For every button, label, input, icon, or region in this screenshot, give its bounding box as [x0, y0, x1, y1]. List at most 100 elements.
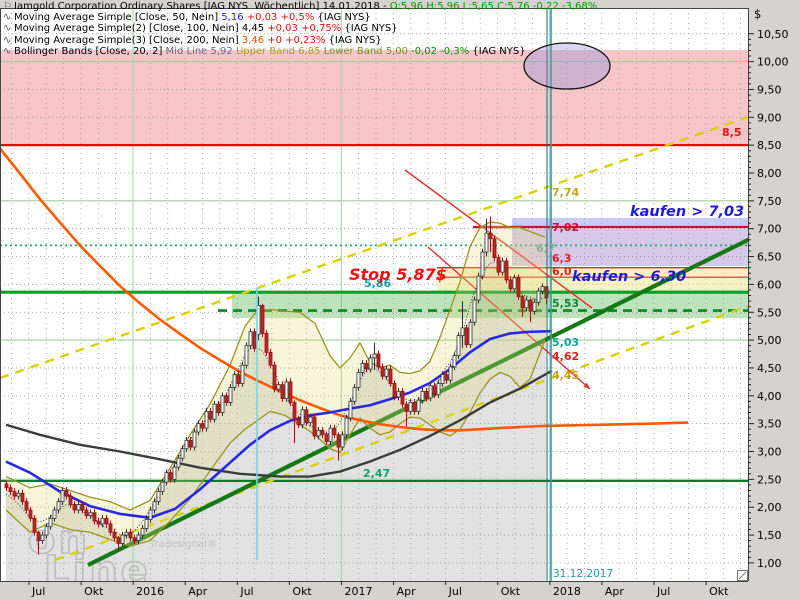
candle [152, 501, 157, 511]
price-value-label: 6,0 [552, 265, 572, 278]
candle [28, 509, 33, 519]
candle [296, 418, 301, 426]
candle [60, 490, 65, 503]
candle [176, 457, 181, 468]
candle [72, 504, 77, 511]
x-axis-label: Jul [448, 585, 462, 598]
currency-axis-label: $ [754, 7, 761, 21]
candle [80, 504, 85, 511]
candle [108, 523, 113, 533]
candle [280, 384, 285, 399]
price-value-label: 6,7 [536, 242, 556, 255]
x-axis-label: Okt [709, 585, 729, 598]
candle [476, 275, 481, 301]
candle [364, 363, 369, 370]
buy-zone-blue [512, 218, 748, 227]
x-axis-strip[interactable] [0, 581, 748, 600]
candle [84, 509, 89, 516]
y-axis-strip[interactable] [748, 0, 800, 600]
ma100-line [5, 369, 553, 478]
resistance-zone-pink [0, 50, 748, 145]
candle [508, 279, 513, 290]
candle [300, 409, 305, 426]
bollinger-lower-line [5, 339, 546, 547]
x-axis-label: Apr [605, 585, 625, 598]
candle [12, 491, 17, 497]
candle [36, 531, 41, 542]
y-axis-label: 5,50 [757, 306, 782, 319]
candle [444, 374, 449, 381]
candle [24, 501, 29, 511]
candle [224, 395, 229, 403]
y-axis-label: 7,00 [757, 223, 782, 236]
candle [472, 299, 477, 323]
candle [304, 409, 309, 423]
candle [372, 353, 377, 359]
candle [336, 434, 341, 448]
price-value-label: 5,03 [552, 336, 579, 349]
candle [420, 390, 425, 401]
candle [64, 490, 69, 497]
candle [252, 331, 257, 349]
candle [292, 402, 297, 420]
candle [76, 504, 81, 511]
y-axis-label: 8,00 [757, 167, 782, 180]
candle [164, 472, 169, 483]
candle [448, 366, 453, 381]
candle [492, 238, 497, 259]
candle [160, 481, 165, 493]
price-value-label: 5,53 [552, 297, 579, 310]
candle [316, 429, 321, 437]
candle [284, 381, 289, 399]
candle [312, 416, 317, 437]
candle [212, 403, 217, 420]
candle [512, 277, 517, 290]
candle [436, 383, 441, 396]
candle [4, 483, 9, 489]
support-zone-green [232, 292, 748, 318]
candle [456, 335, 461, 357]
y-axis-label: 5,00 [757, 334, 782, 347]
y-axis-label: 2,50 [757, 473, 782, 486]
buy-annotation-703: kaufen > 7,03 [630, 204, 744, 220]
x-axis-label: Apr [397, 585, 417, 598]
x-axis-label: Okt [292, 585, 312, 598]
candle [516, 277, 521, 298]
buy-annotation-630: kaufen > 6,30 [572, 269, 686, 285]
candle [100, 517, 105, 525]
candle [332, 427, 337, 436]
candle [236, 374, 241, 384]
candle [232, 374, 237, 388]
price-value-label: 8,5 [722, 126, 742, 139]
candle [532, 301, 537, 312]
y-axis-label: 9,50 [757, 83, 782, 96]
candle [272, 364, 277, 390]
candle [168, 472, 173, 480]
ma200-line [0, 147, 689, 432]
candle [124, 531, 129, 536]
candle [384, 368, 389, 377]
channel-upper [0, 115, 749, 380]
candle [408, 402, 413, 412]
candle [16, 492, 21, 497]
year-end-date-label: 31.12.2017 [553, 568, 613, 580]
y-axis-label: 10,50 [757, 28, 789, 41]
candle [524, 299, 529, 309]
candle [520, 296, 525, 309]
x-axis-label: Apr [188, 585, 208, 598]
candle [528, 299, 533, 312]
candle [136, 534, 141, 542]
candle [260, 305, 265, 334]
y-axis-label: 2,00 [757, 501, 782, 514]
candle [228, 387, 233, 403]
candle [208, 410, 213, 420]
candle [412, 402, 417, 412]
candle [200, 423, 205, 429]
price-value-label: 7,74 [552, 186, 579, 199]
candle [104, 517, 109, 525]
candle [404, 403, 409, 412]
price-value-label: 4,45 [552, 369, 579, 382]
candle [376, 353, 381, 368]
